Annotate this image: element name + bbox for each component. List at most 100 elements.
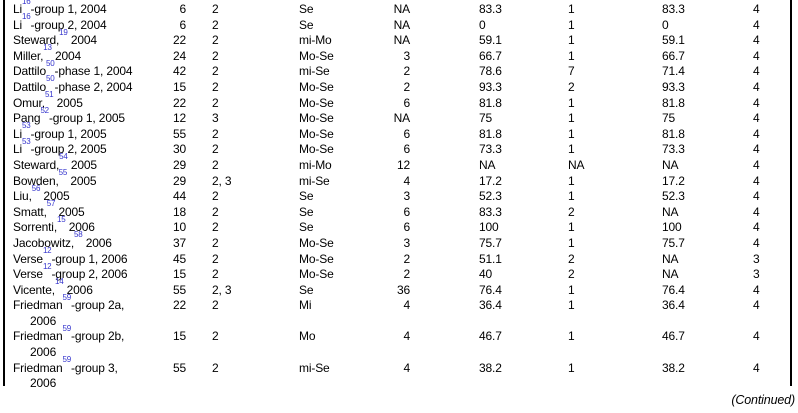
sample-size-cell: 12	[172, 111, 186, 126]
citation-ref-link[interactable]: 51	[44, 90, 54, 100]
citation-ref-link[interactable]: 57	[46, 199, 56, 209]
response-rate-cell: 78.6	[479, 64, 502, 79]
study-name-line: Li16-group 1, 2004	[13, 0, 107, 16]
regimen-cell: Se	[299, 220, 314, 235]
citation-ref-link[interactable]: 58	[74, 230, 83, 240]
citation-ref-link[interactable]: 14	[54, 277, 64, 287]
citation-ref-link[interactable]: 12	[42, 246, 52, 255]
duration-cell: 6	[403, 220, 410, 235]
duration-cell: 6	[403, 204, 410, 219]
study-name-line: Li16-group 2, 2004	[13, 13, 107, 32]
study-name-line: Friedman59-group 2a,	[13, 293, 124, 312]
evidence-level-cell: 2	[212, 79, 219, 94]
regimen-cell: mi-Mo	[299, 157, 332, 172]
study-name-line: Friedman59-group 3,	[13, 356, 118, 375]
study-cell: Jacobowitz,58 2006	[13, 231, 150, 252]
response-rate-cell: 100	[479, 220, 499, 235]
citation-ref-link[interactable]: 16	[22, 12, 31, 22]
grade-cell: 4	[753, 64, 760, 79]
regimen-cell: Se	[299, 282, 314, 297]
citation-ref-link[interactable]: 56	[31, 183, 41, 193]
grade-cell: 4	[753, 33, 760, 48]
grade-cell: 4	[753, 126, 760, 141]
grade-cell: 3	[753, 251, 760, 266]
count-cell: 1	[568, 48, 575, 63]
sample-size-cell: 55	[172, 282, 186, 297]
rate-cell: 17.2	[662, 173, 685, 188]
study-author-text: Dattilo	[13, 79, 46, 94]
table-row: Smatt,57 2005 18 2 Se 6 83.3 2 NA 4	[13, 200, 780, 221]
study-name-suffix: 2005	[67, 173, 97, 188]
regimen-cell: Mo-Se	[299, 235, 334, 250]
count-cell: 1	[568, 360, 575, 375]
rate-cell: 81.8	[662, 95, 685, 110]
study-name-suffix: -group 2, 2004	[30, 17, 107, 32]
citation-ref-link[interactable]: 59	[62, 292, 71, 302]
regimen-cell: mi-Se	[299, 173, 330, 188]
citation-ref-link[interactable]: 12	[42, 261, 52, 271]
citation-ref-link[interactable]: 59	[62, 323, 71, 333]
regimen-cell: Mo-Se	[299, 142, 334, 157]
citation-ref-link[interactable]: 55	[58, 168, 68, 178]
table-row: Miller,13 2004 24 2 Mo-Se 3 66.7 1 66.7 4	[13, 44, 780, 65]
rate-cell: NA	[662, 267, 679, 282]
evidence-level-cell: 2	[212, 329, 219, 344]
table-row: Verse12-group 2, 2006 15 2 Mo-Se 2 40 2 NA 3	[13, 262, 780, 283]
duration-cell: 2	[403, 267, 410, 282]
study-name-suffix: 2004	[51, 48, 82, 63]
study-results-table: Li16-group 1, 2004 6 2 Se NA 83.3 1 83.3 4 Li16-g…	[13, 0, 780, 392]
citation-ref-link[interactable]: 50	[45, 74, 55, 84]
duration-cell: 3	[403, 235, 410, 250]
citation-ref-link[interactable]: 53	[22, 136, 31, 146]
citation-ref-link[interactable]: 50	[45, 58, 55, 68]
regimen-cell: Mo-Se	[299, 251, 334, 266]
continued-label: (Continued)	[731, 393, 795, 407]
count-cell: 1	[568, 17, 575, 32]
citation-ref-link[interactable]: 54	[59, 152, 68, 162]
duration-cell: 2	[403, 64, 410, 79]
rate-cell: 36.4	[662, 298, 685, 313]
study-name-line: Pang52-group 1, 2005	[13, 106, 125, 125]
evidence-level-cell: 2	[212, 204, 219, 219]
study-author-text: Miller,	[13, 48, 44, 63]
citation-ref-link[interactable]: 19	[59, 27, 68, 37]
rate-cell: 73.3	[662, 142, 685, 157]
count-cell: 1	[568, 282, 575, 297]
study-name-line: Sorrenti,15 2006	[13, 215, 95, 235]
table-row: Li53-group 1, 2005 55 2 Mo-Se 6 81.8 1 81.8 4	[13, 122, 780, 143]
study-cell: Friedman59-group 3, 2006	[13, 356, 150, 392]
grade-cell: 4	[753, 189, 760, 204]
table-row: Friedman59-group 2b, 2006 15 2 Mo 4 46.7 1 46.7 4	[13, 324, 780, 360]
study-name-line: Verse12-group 1, 2006	[13, 247, 128, 266]
citation-ref-link[interactable]: 16	[22, 0, 31, 6]
count-cell: 2	[568, 79, 575, 94]
regimen-cell: mi-Se	[299, 360, 330, 375]
count-cell: 1	[568, 2, 575, 16]
study-name-suffix: 2006	[63, 282, 93, 297]
sample-size-cell: 22	[172, 95, 186, 110]
citation-ref-link[interactable]: 53	[22, 121, 31, 131]
table-row: Omur,51 2005 22 2 Mo-Se 6 81.8 1 81.8 4	[13, 91, 780, 112]
table-row: Vicente,14 2006 55 2, 3 Se 36 76.4 1 76.4 4	[13, 278, 780, 299]
citation-ref-link[interactable]: 13	[43, 43, 52, 53]
count-cell: 1	[568, 173, 575, 188]
grade-cell: 4	[753, 220, 760, 235]
response-rate-cell: 46.7	[479, 329, 502, 344]
duration-cell: 4	[403, 329, 410, 344]
response-rate-cell: 93.3	[479, 79, 502, 94]
evidence-level-cell: 2	[212, 95, 219, 110]
citation-ref-link[interactable]: 15	[57, 214, 66, 224]
study-cell: Li53-group 2, 2005	[13, 137, 150, 158]
study-author-text: Li	[13, 17, 23, 32]
response-rate-cell: NA	[479, 157, 496, 172]
regimen-cell: Se	[299, 2, 314, 16]
citation-ref-link[interactable]: 52	[40, 105, 49, 115]
duration-cell: 12	[396, 157, 410, 172]
study-name-suffix: -group 2, 2006	[51, 267, 128, 282]
count-cell: 1	[568, 220, 575, 235]
response-rate-cell: 38.2	[479, 360, 502, 375]
response-rate-cell: 36.4	[479, 298, 502, 313]
citation-ref-link[interactable]: 59	[62, 355, 71, 365]
study-author-text: Sorrenti,	[13, 220, 58, 235]
